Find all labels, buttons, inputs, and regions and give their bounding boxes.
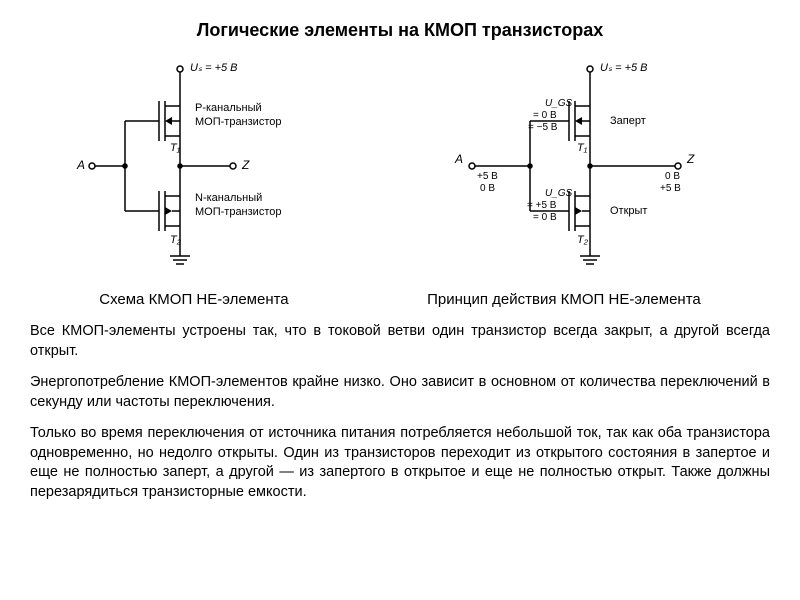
paragraph-2: Энергопотребление КМОП-элементов крайне … bbox=[30, 373, 770, 412]
output-z-label: Z bbox=[241, 158, 250, 172]
cmos-not-operation-icon: Uₛ = +5 В A Z T₁ T₂ Заперт Открыт U_GS =… bbox=[415, 51, 735, 281]
z-val-2: +5 В bbox=[660, 183, 681, 194]
n-channel-label-1: N-канальный bbox=[195, 192, 262, 204]
t1-label: T₁ bbox=[170, 142, 181, 154]
p-channel-label-1: Р-канальный bbox=[195, 102, 262, 114]
supply-label: Uₛ = +5 В bbox=[190, 62, 238, 74]
left-caption: Схема КМОП НЕ-элемента bbox=[99, 291, 288, 308]
t1-label: T₁ bbox=[577, 142, 588, 154]
output-z-label: Z bbox=[686, 152, 695, 166]
a-val-1: +5 В bbox=[477, 171, 498, 182]
supply-label: Uₛ = +5 В bbox=[600, 62, 648, 74]
right-caption: Принцип действия КМОП НЕ-элемента bbox=[427, 291, 701, 308]
a-val-2: 0 В bbox=[480, 183, 495, 194]
cmos-not-schematic-icon: Uₛ = +5 В A Z T₁ T₂ Р-канальный МОП-тран… bbox=[65, 51, 345, 281]
t2-ugs-2: = 0 В bbox=[533, 212, 557, 223]
paragraph-1: Все КМОП-элементы устроены так, что в то… bbox=[30, 322, 770, 361]
t2-label: T₂ bbox=[170, 234, 182, 246]
ugs-label-t2: U_GS bbox=[545, 188, 573, 199]
captions-row: Схема КМОП НЕ-элемента Принцип действия … bbox=[30, 287, 770, 308]
paragraph-3: Только во время переключения от источник… bbox=[30, 424, 770, 502]
z-val-1: 0 В bbox=[665, 171, 680, 182]
t2-ugs-1: = +5 В bbox=[527, 200, 557, 211]
ugs-label-t1: U_GS bbox=[545, 98, 573, 109]
page-title: Логические элементы на КМОП транзисторах bbox=[30, 20, 770, 41]
t2-state-label: Открыт bbox=[610, 205, 647, 217]
t1-ugs-2: = −5 В bbox=[528, 122, 558, 133]
p-channel-label-2: МОП-транзистор bbox=[195, 116, 281, 128]
n-channel-label-2: МОП-транзистор bbox=[195, 206, 281, 218]
t2-label: T₂ bbox=[577, 234, 589, 246]
input-a-label: A bbox=[454, 152, 463, 166]
t1-ugs-1: = 0 В bbox=[533, 110, 557, 121]
left-diagram-box: Uₛ = +5 В A Z T₁ T₂ Р-канальный МОП-тран… bbox=[65, 51, 345, 281]
t1-state-label: Заперт bbox=[610, 115, 646, 127]
right-diagram-box: Uₛ = +5 В A Z T₁ T₂ Заперт Открыт U_GS =… bbox=[415, 51, 735, 281]
input-a-label: A bbox=[76, 158, 85, 172]
diagrams-container: Uₛ = +5 В A Z T₁ T₂ Р-канальный МОП-тран… bbox=[30, 51, 770, 281]
